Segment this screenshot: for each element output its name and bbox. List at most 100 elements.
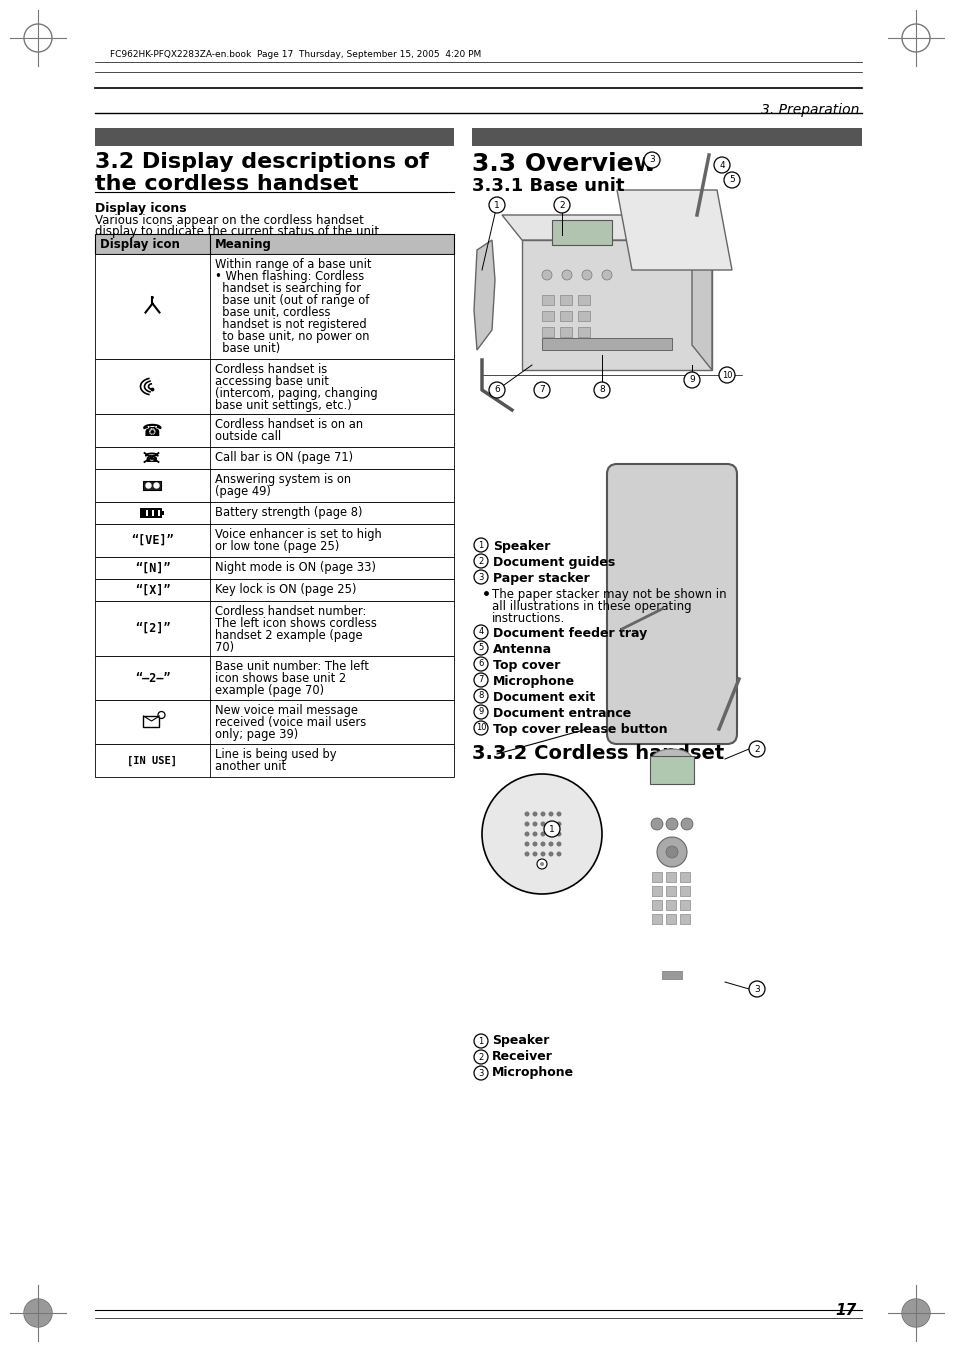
Text: “–2–”: “–2–” [134, 671, 171, 685]
Text: Display icons: Display icons [95, 203, 187, 215]
Circle shape [474, 626, 488, 639]
Text: 10: 10 [476, 724, 486, 732]
Bar [541, 311, 554, 322]
Text: “[N]”: “[N]” [134, 562, 171, 574]
Text: handset is not registered: handset is not registered [214, 317, 366, 331]
Bar [95, 254, 454, 359]
Circle shape [146, 484, 151, 488]
Bar [95, 744, 454, 777]
Text: 10: 10 [721, 370, 732, 380]
Text: accessing base unit: accessing base unit [214, 376, 329, 388]
Bar [95, 557, 454, 580]
Text: Antenna: Antenna [493, 643, 552, 657]
Text: Microphone: Microphone [492, 1066, 574, 1079]
Bar [552, 220, 612, 245]
Text: 5: 5 [477, 643, 483, 653]
Text: another unit: another unit [214, 761, 286, 773]
Circle shape [540, 812, 545, 816]
Text: display to indicate the current status of the unit.: display to indicate the current status o… [95, 226, 382, 238]
Bar [154, 509, 158, 516]
Circle shape [601, 270, 612, 280]
Circle shape [532, 812, 537, 816]
Bar [578, 311, 589, 322]
Polygon shape [474, 240, 495, 350]
Bar [661, 971, 681, 979]
Text: 3.2 Display descriptions of: 3.2 Display descriptions of [95, 153, 428, 172]
Bar [541, 327, 554, 336]
Circle shape [556, 831, 561, 836]
Circle shape [657, 838, 686, 867]
Text: 7: 7 [477, 676, 483, 685]
Circle shape [524, 821, 529, 827]
Text: Document exit: Document exit [493, 690, 595, 704]
Text: only; page 39): only; page 39) [214, 728, 298, 740]
Text: (page 49): (page 49) [214, 485, 271, 499]
Text: 1: 1 [494, 200, 499, 209]
Text: Voice enhancer is set to high: Voice enhancer is set to high [214, 528, 381, 540]
Circle shape [474, 1066, 488, 1079]
Text: Speaker: Speaker [492, 1034, 549, 1047]
Circle shape [532, 831, 537, 836]
Polygon shape [691, 215, 711, 370]
Circle shape [902, 1300, 928, 1325]
Text: “[VE]”: “[VE]” [131, 534, 173, 547]
Circle shape [540, 851, 545, 857]
Bar [679, 886, 689, 896]
Text: Within range of a base unit: Within range of a base unit [214, 258, 371, 272]
Text: (intercom, paging, changing: (intercom, paging, changing [214, 386, 377, 400]
Text: 9: 9 [688, 376, 694, 385]
Circle shape [481, 774, 601, 894]
Circle shape [548, 812, 553, 816]
Bar [679, 900, 689, 911]
Bar [95, 413, 454, 447]
Text: Paper stacker: Paper stacker [493, 571, 589, 585]
Text: 2: 2 [477, 1052, 483, 1062]
Text: 1: 1 [477, 540, 483, 550]
Text: instructions.: instructions. [492, 612, 565, 626]
Bar [95, 580, 454, 601]
FancyBboxPatch shape [521, 240, 711, 370]
Bar [472, 128, 862, 146]
Text: Cordless handset is: Cordless handset is [214, 363, 327, 376]
Text: base unit (out of range of: base unit (out of range of [214, 295, 369, 307]
Text: base unit, cordless: base unit, cordless [214, 305, 330, 319]
Text: 1: 1 [477, 1036, 483, 1046]
Circle shape [723, 172, 740, 188]
Text: Key lock is ON (page 25): Key lock is ON (page 25) [214, 584, 356, 596]
Text: ☎: ☎ [143, 451, 158, 465]
Bar [578, 295, 589, 305]
Bar [541, 295, 554, 305]
Text: The paper stacker may not be shown in: The paper stacker may not be shown in [492, 588, 726, 601]
Text: Document entrance: Document entrance [493, 707, 631, 720]
Bar [95, 128, 454, 146]
Circle shape [524, 851, 529, 857]
Bar [651, 886, 661, 896]
Circle shape [541, 270, 552, 280]
Circle shape [548, 831, 553, 836]
Text: 2: 2 [477, 557, 483, 566]
Circle shape [548, 851, 553, 857]
Bar [95, 700, 454, 744]
Circle shape [474, 705, 488, 719]
Bar [679, 871, 689, 882]
Text: base unit settings, etc.): base unit settings, etc.) [214, 399, 352, 412]
Text: 2: 2 [558, 200, 564, 209]
Text: “[2]”: “[2]” [134, 621, 171, 635]
Bar [679, 915, 689, 924]
Bar [649, 757, 693, 784]
Text: Answering system is on: Answering system is on [214, 473, 351, 486]
Text: “[X]”: “[X]” [134, 584, 171, 597]
Text: Night mode is ON (page 33): Night mode is ON (page 33) [214, 561, 375, 574]
Circle shape [489, 197, 504, 213]
Bar [141, 509, 161, 517]
Bar [559, 295, 572, 305]
Bar [651, 871, 661, 882]
Text: 3: 3 [477, 1069, 483, 1078]
Bar [559, 311, 572, 322]
Text: 17: 17 [835, 1302, 856, 1319]
Circle shape [665, 846, 678, 858]
Text: 8: 8 [477, 692, 483, 701]
Circle shape [539, 862, 543, 866]
Circle shape [474, 673, 488, 688]
Text: • When flashing: Cordless: • When flashing: Cordless [214, 270, 364, 282]
